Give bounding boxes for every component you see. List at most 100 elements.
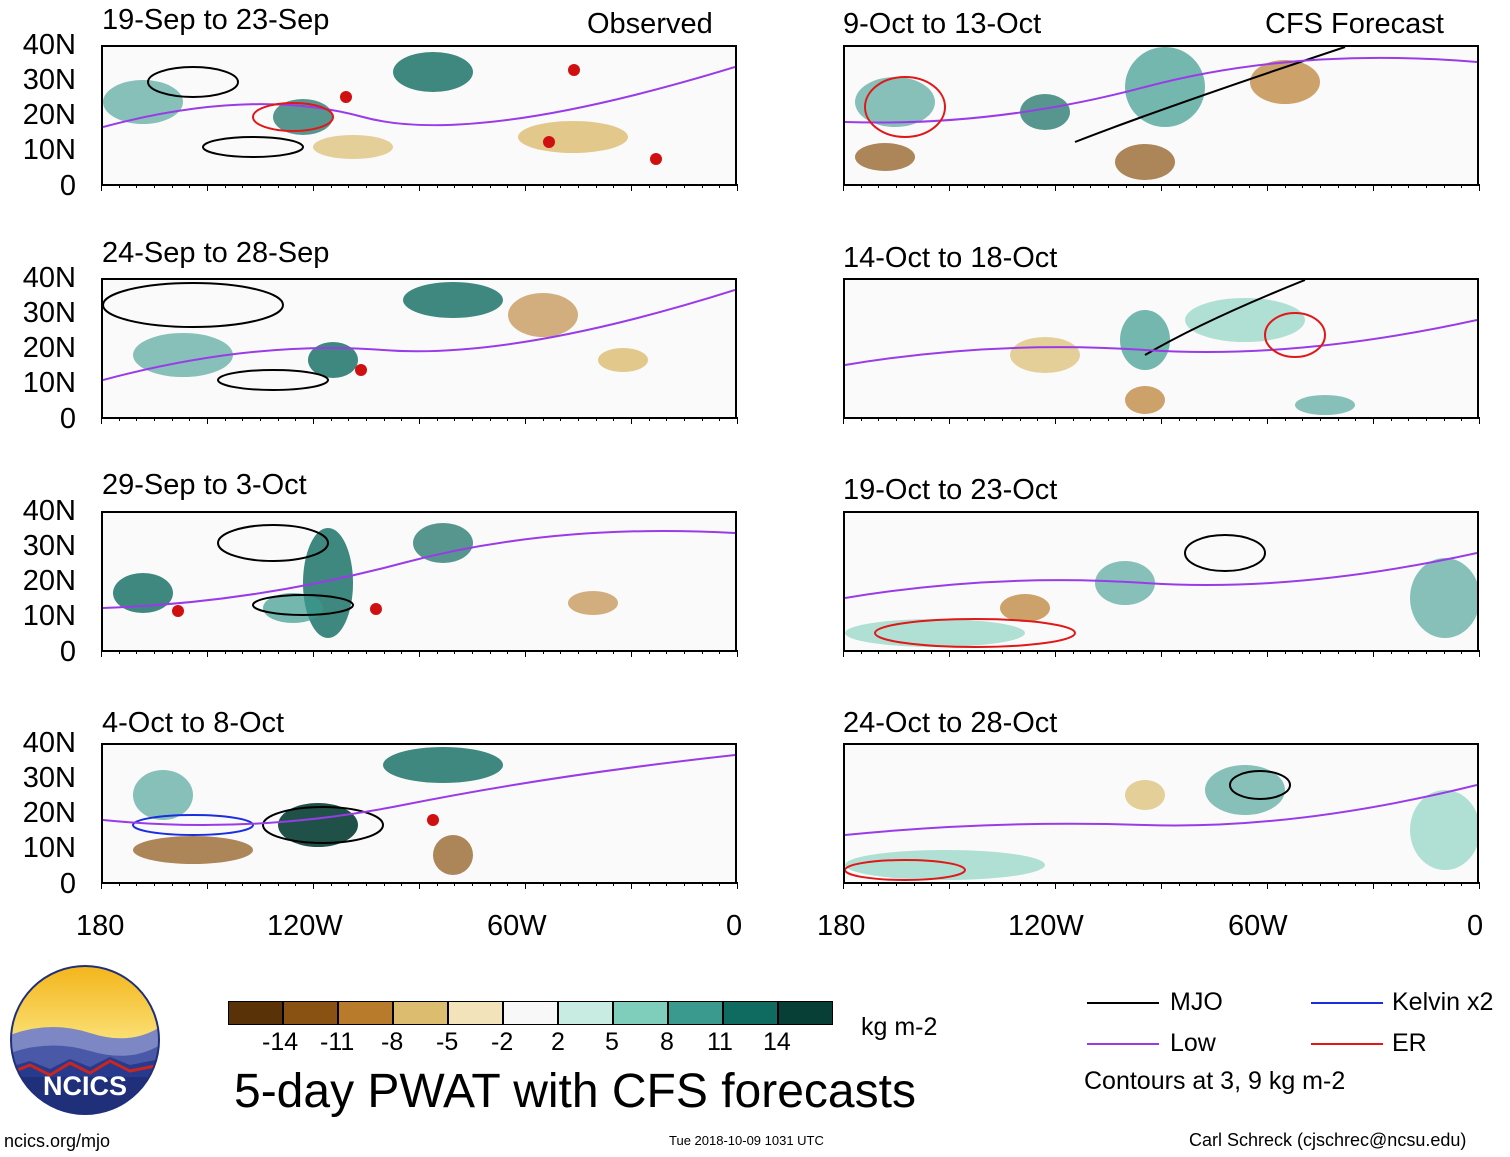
axis-tick <box>1161 184 1162 191</box>
axis-tick <box>1355 650 1357 654</box>
colorbar-tick: 11 <box>707 1028 733 1056</box>
axis-tick <box>931 650 933 654</box>
axis-tick <box>419 184 420 191</box>
axis-tick <box>684 650 685 654</box>
lat-label-30n: 30N <box>22 64 76 96</box>
axis-tick <box>984 184 986 188</box>
axis-tick <box>401 650 403 654</box>
colorbar-swatch <box>448 1001 503 1025</box>
lat-label-40n: 40N <box>22 29 76 61</box>
axis-tick <box>1390 882 1392 886</box>
axis-tick <box>578 650 579 654</box>
axis-tick <box>1037 417 1039 421</box>
axis-tick <box>1090 882 1092 886</box>
colorbar-units: kg m-2 <box>861 1013 938 1041</box>
ncics-logo-text: NCICS <box>43 1071 127 1101</box>
axis-tick <box>277 650 279 654</box>
axis-tick <box>701 882 703 886</box>
lat-label-30n: 30N <box>22 762 76 794</box>
axis-tick <box>207 184 208 191</box>
axis-tick <box>595 882 597 886</box>
axis-tick <box>1408 650 1410 654</box>
axis-tick <box>136 882 138 886</box>
storm-marker-w <box>172 605 184 617</box>
axis-tick <box>1284 650 1286 654</box>
lon-label-0: 0 <box>1467 910 1484 942</box>
axis-tick <box>1231 184 1233 188</box>
axis-tick <box>843 417 844 424</box>
lat-label-0: 0 <box>59 170 76 202</box>
colorbar-tick: -11 <box>320 1028 355 1056</box>
axis-tick <box>154 184 155 188</box>
axis-tick <box>648 882 650 886</box>
axis-tick <box>472 184 473 188</box>
axis-tick <box>613 184 615 188</box>
lat-label-40n: 40N <box>22 262 76 294</box>
axis-tick <box>1337 184 1339 188</box>
axis-tick <box>489 882 491 886</box>
axis-tick <box>701 417 703 421</box>
axis-tick <box>1461 417 1463 421</box>
axis-tick <box>666 184 668 188</box>
axis-tick <box>949 882 950 889</box>
axis-tick <box>860 650 862 654</box>
axis-tick <box>1002 417 1003 421</box>
axis-tick <box>896 184 897 188</box>
axis-tick <box>295 882 297 886</box>
lon-label-120w: 120W <box>1008 910 1084 942</box>
axis-tick <box>401 417 403 421</box>
axis-tick <box>1196 882 1198 886</box>
legend-label-low: Low <box>1170 1029 1216 1057</box>
lat-label-40n: 40N <box>22 495 76 527</box>
axis-tick <box>860 417 862 421</box>
axis-tick <box>737 650 738 657</box>
lat-label-10n: 10N <box>22 832 76 864</box>
storm-marker-19 <box>340 91 352 103</box>
axis-tick <box>843 882 844 889</box>
axis-tick <box>1214 417 1215 421</box>
axis-tick <box>737 184 738 191</box>
website-link[interactable]: ncics.org/mjo <box>4 1131 111 1151</box>
axis-tick <box>383 882 385 886</box>
map-panel-observed-3 <box>101 511 737 652</box>
axis-tick <box>719 184 721 188</box>
axis-tick <box>595 417 597 421</box>
axis-tick <box>313 650 314 657</box>
axis-tick <box>118 882 120 886</box>
main-title: 5-day PWAT with CFS forecasts <box>234 1065 916 1118</box>
lat-label-0: 0 <box>59 403 76 435</box>
axis-tick <box>719 417 721 421</box>
axis-tick <box>1267 417 1268 424</box>
lon-label-60w: 60W <box>487 910 547 942</box>
axis-tick <box>366 184 367 188</box>
axis-tick <box>1479 882 1480 889</box>
axis-tick <box>1426 650 1427 654</box>
axis-tick <box>1320 184 1321 188</box>
panel-title-forecast-1: 9-Oct to 13-Oct <box>843 8 1042 40</box>
map-panel-forecast-3 <box>843 511 1479 652</box>
axis-tick <box>1267 882 1268 889</box>
axis-tick <box>1461 184 1463 188</box>
axis-tick <box>348 184 350 188</box>
axis-tick <box>118 184 120 188</box>
axis-tick <box>224 184 226 188</box>
axis-tick <box>136 650 138 654</box>
axis-tick <box>896 882 897 886</box>
axis-tick <box>489 650 491 654</box>
axis-tick <box>1037 184 1039 188</box>
axis-tick <box>1443 650 1445 654</box>
axis-tick <box>1019 417 1021 421</box>
axis-tick <box>1320 417 1321 421</box>
colorbar-swatch <box>393 1001 448 1025</box>
axis-tick <box>1408 184 1410 188</box>
axis-tick <box>1408 882 1410 886</box>
axis-tick <box>454 417 456 421</box>
axis-tick <box>666 417 668 421</box>
axis-tick <box>1161 882 1162 889</box>
axis-tick <box>419 650 420 657</box>
axis-tick <box>1249 650 1251 654</box>
map-panel-forecast-4 <box>843 743 1479 884</box>
lat-label-20n: 20N <box>22 797 76 829</box>
legend-label-mjo: MJO <box>1170 988 1223 1016</box>
axis-tick <box>1443 882 1445 886</box>
